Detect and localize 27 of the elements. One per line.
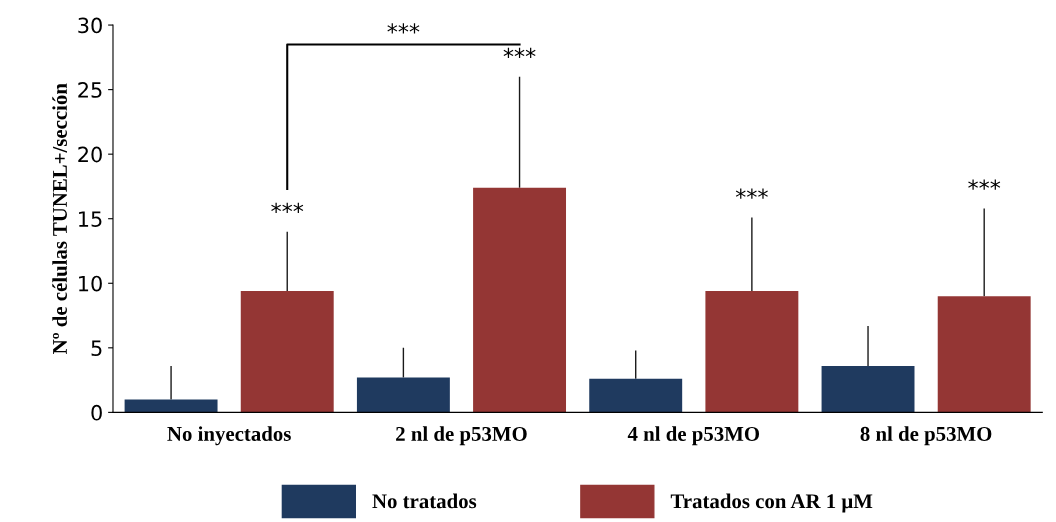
y-tick-label: 10 (79, 275, 102, 292)
y-axis-title: Nº de células TUNEL+/sección (52, 83, 68, 354)
bar (124, 399, 218, 413)
annotation: *** (968, 179, 1001, 190)
legend-label: No tratados (372, 493, 477, 509)
y-tick-label: 30 (78, 17, 102, 34)
y-tick-label: 25 (78, 82, 102, 98)
bar (937, 296, 1031, 413)
annotation: *** (503, 47, 536, 58)
x-tick-label: 2 nl de p53MO (396, 426, 527, 446)
y-tick-label: 20 (78, 146, 102, 163)
y-tick-label: 15 (79, 211, 102, 227)
x-tick-label: No inyectados (167, 426, 291, 446)
bar (589, 378, 683, 413)
legend-label: Tratados con AR 1 μM (670, 493, 873, 513)
bar (821, 365, 915, 413)
y-tick-label: 0 (91, 404, 102, 421)
bar (705, 291, 799, 413)
x-tick-label: 8 nl de p53MO (860, 426, 992, 446)
x-tick-label: 4 nl de p53MO (627, 426, 760, 446)
annotation: *** (387, 23, 420, 34)
bar (473, 187, 567, 413)
annotation: *** (271, 202, 304, 213)
annotation: *** (735, 188, 768, 199)
bar (240, 291, 334, 413)
bar (356, 377, 450, 413)
y-tick-label: 5 (91, 340, 102, 357)
